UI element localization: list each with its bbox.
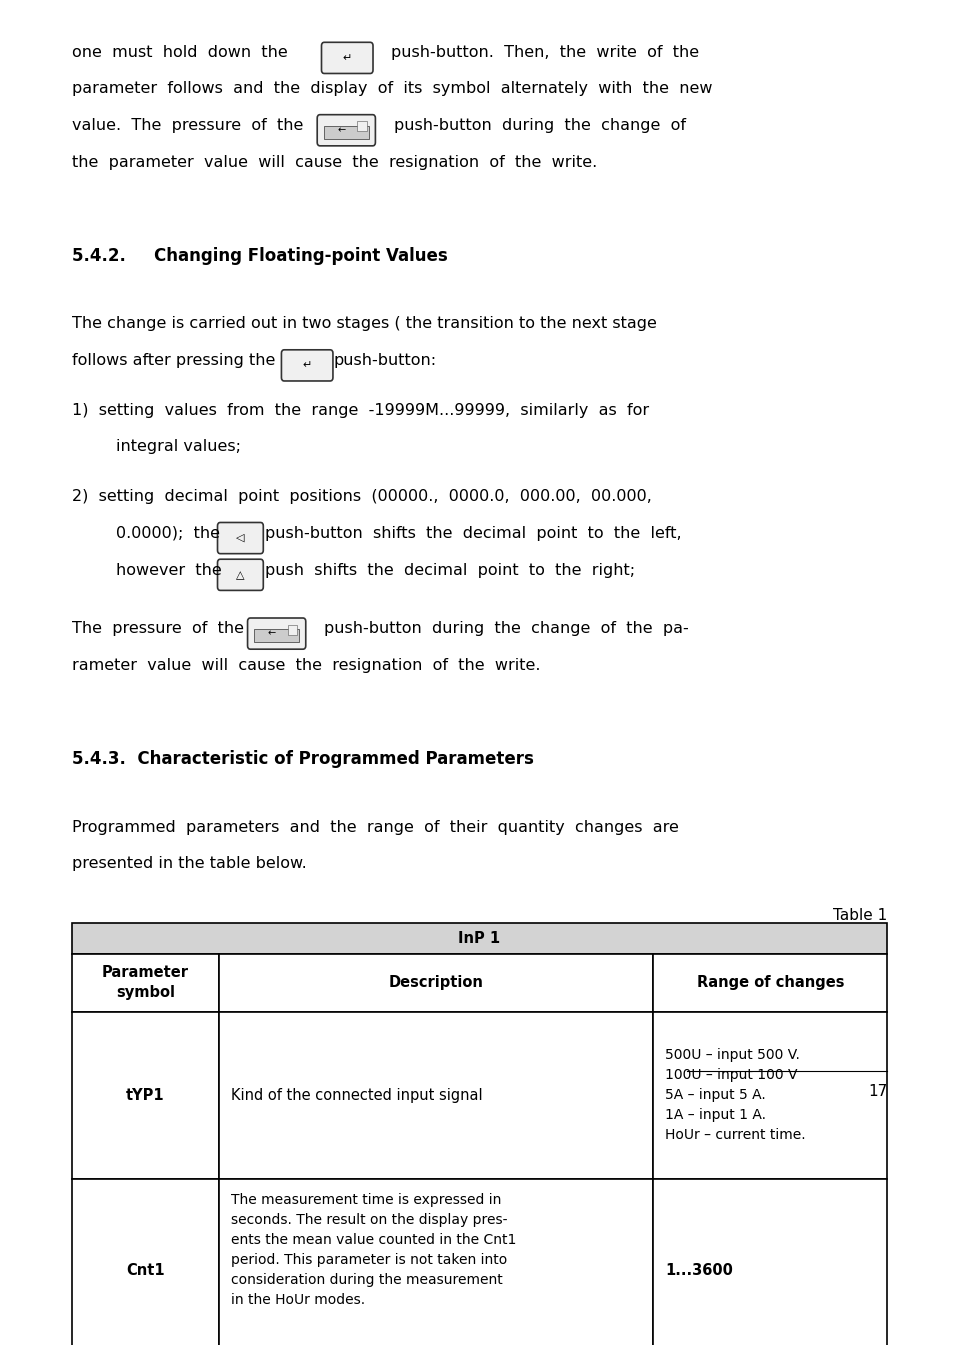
Bar [219,1011,653,1178]
Bar [653,954,886,1011]
Bar [356,121,366,132]
Text: 5.4.2.   Changing Floating-point Values: 5.4.2. Changing Floating-point Values [71,246,447,265]
Text: push-button.  Then,  the  write  of  the: push-button. Then, the write of the [391,44,699,59]
FancyBboxPatch shape [321,42,373,74]
Text: push-button  shifts  the  decimal  point  to  the  left,: push-button shifts the decimal point to … [265,526,681,541]
Text: 5.4.3.  Characteristic of Programmed Parameters: 5.4.3. Characteristic of Programmed Para… [71,751,533,768]
Bar [653,1178,886,1345]
Text: ←: ← [268,628,275,639]
Bar [71,1178,219,1345]
Bar [323,125,368,139]
Text: ←: ← [337,125,345,136]
Text: 1...3600: 1...3600 [664,1263,732,1278]
Text: tYP1: tYP1 [126,1088,165,1103]
FancyBboxPatch shape [247,617,305,650]
Bar [653,1011,886,1178]
Text: push  shifts  the  decimal  point  to  the  right;: push shifts the decimal point to the rig… [265,562,635,577]
Text: Table 1: Table 1 [832,908,886,923]
Text: Programmed  parameters  and  the  range  of  their  quantity  changes  are: Programmed parameters and the range of t… [71,819,678,835]
Text: 500U – input 500 V.
100U – input 100 V
5A – input 5 A.
1A – input 1 A.
HoUr – cu: 500U – input 500 V. 100U – input 100 V 5… [664,1048,804,1142]
Text: ↵: ↵ [342,52,352,63]
Text: Description: Description [389,975,483,990]
Text: 0.0000);  the: 0.0000); the [116,526,220,541]
Text: Cnt1: Cnt1 [126,1263,165,1278]
Text: follows after pressing the: follows after pressing the [71,354,274,369]
Bar [219,1178,653,1345]
FancyBboxPatch shape [316,114,375,145]
Bar [71,923,886,954]
Text: 2)  setting  decimal  point  positions  (00000.,  0000.0,  000.00,  00.000,: 2) setting decimal point positions (0000… [71,490,651,504]
Text: push-button:: push-button: [334,354,436,369]
Text: however  the: however the [116,562,222,577]
Text: Kind of the connected input signal: Kind of the connected input signal [231,1088,482,1103]
Bar [288,624,297,635]
Text: one  must  hold  down  the: one must hold down the [71,44,287,59]
Text: ◁: ◁ [236,533,244,543]
Text: The change is carried out in two stages ( the transition to the next stage: The change is carried out in two stages … [71,316,656,331]
Bar [253,629,298,643]
Text: the  parameter  value  will  cause  the  resignation  of  the  write.: the parameter value will cause the resig… [71,155,597,169]
Bar [71,1011,219,1178]
Text: push-button  during  the  change  of  the  pa-: push-button during the change of the pa- [324,621,688,636]
Text: 17: 17 [867,1084,886,1099]
Text: Parameter
symbol: Parameter symbol [102,966,189,1001]
FancyBboxPatch shape [217,522,263,554]
Text: value.  The  pressure  of  the: value. The pressure of the [71,118,303,133]
Text: InP 1: InP 1 [457,931,500,946]
Text: ↵: ↵ [302,360,312,370]
Text: presented in the table below.: presented in the table below. [71,857,306,872]
Text: The  pressure  of  the: The pressure of the [71,621,243,636]
FancyBboxPatch shape [217,560,263,590]
Text: △: △ [236,570,244,580]
Text: 1)  setting  values  from  the  range  -19999M...99999,  similarly  as  for: 1) setting values from the range -19999M… [71,402,648,418]
Text: The measurement time is expressed in
seconds. The result on the display pres-
en: The measurement time is expressed in sec… [231,1193,516,1307]
Text: integral values;: integral values; [116,440,241,455]
FancyBboxPatch shape [281,350,333,381]
Text: push-button  during  the  change  of: push-button during the change of [394,118,685,133]
Bar [219,954,653,1011]
Text: rameter  value  will  cause  the  resignation  of  the  write.: rameter value will cause the resignation… [71,658,539,672]
Bar [71,954,219,1011]
Text: Range of changes: Range of changes [696,975,843,990]
Text: parameter  follows  and  the  display  of  its  symbol  alternately  with  the  : parameter follows and the display of its… [71,81,711,97]
